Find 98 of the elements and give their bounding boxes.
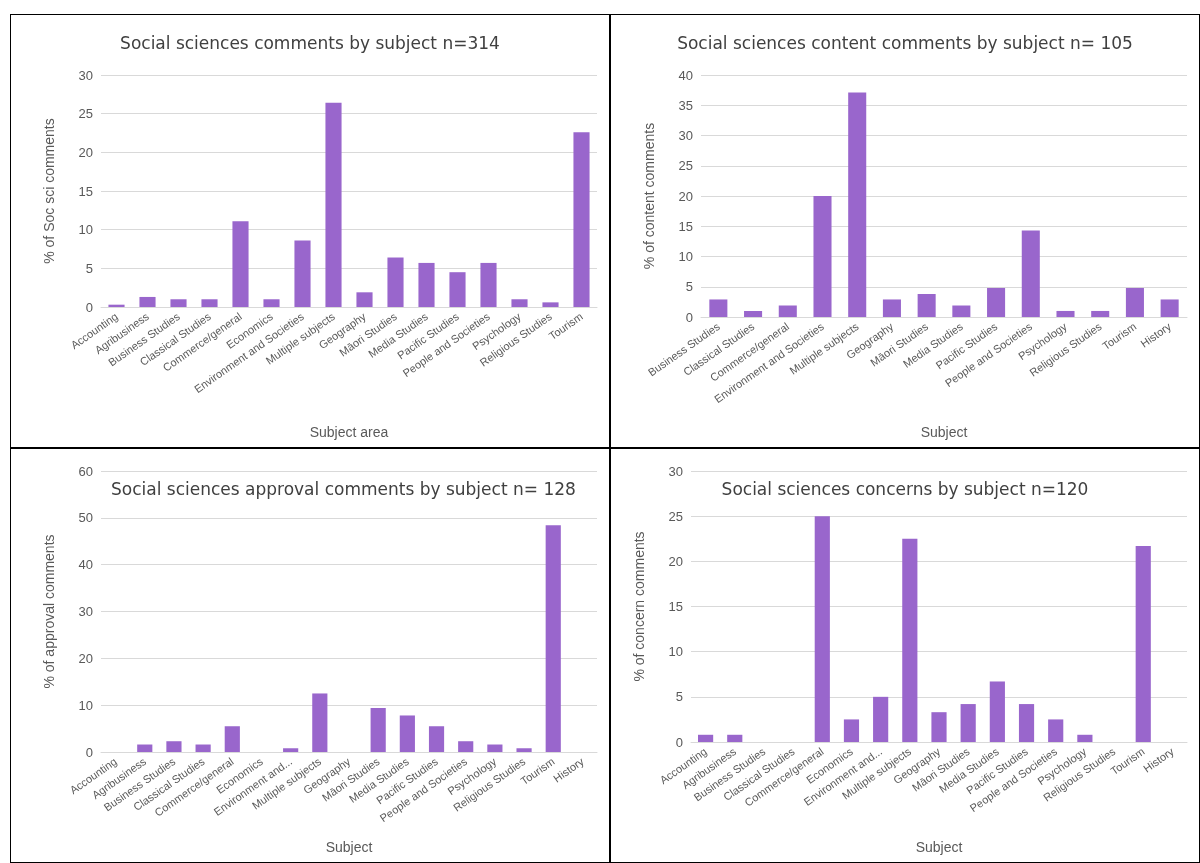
y-tick-label: 15 (78, 183, 93, 199)
bar (312, 693, 328, 752)
text: Social sciences concerns by subject n=120 (721, 478, 1089, 499)
bar (283, 748, 299, 752)
bar (542, 302, 559, 307)
y-tick-label: 25 (78, 106, 93, 122)
bar (449, 272, 466, 307)
bar (1048, 719, 1064, 742)
y-tick-label: 5 (685, 279, 693, 295)
y-tick-label: 10 (668, 644, 683, 660)
chart-title: Social sciences comments by subject n=314 (120, 32, 500, 53)
bar (931, 712, 947, 742)
y-axis-title: % of content comments (641, 122, 657, 270)
bar (727, 734, 743, 742)
y-tick-label: 0 (675, 734, 683, 750)
bar (1021, 230, 1040, 317)
bar (399, 715, 415, 752)
y-tick-label: 10 (678, 249, 693, 264)
bar (573, 132, 590, 307)
bar (1091, 310, 1110, 317)
bar (989, 681, 1005, 742)
bar (370, 707, 386, 752)
y-tick-label: 0 (85, 299, 93, 315)
y-tick-label: 20 (78, 144, 93, 160)
y-tick-label: 50 (78, 510, 93, 526)
bar (1018, 704, 1035, 742)
bar (698, 734, 714, 742)
bar (744, 310, 763, 317)
bar (458, 741, 474, 752)
bar (1056, 310, 1075, 317)
y-axis-title: % of concern comments (631, 531, 647, 682)
y-tick-label: 25 (678, 158, 693, 174)
bar (843, 719, 860, 742)
y-tick-label: 40 (678, 67, 693, 83)
y-axis-title: % of Soc sci comments (41, 118, 57, 264)
y-tick-label: 20 (668, 553, 683, 569)
bar (387, 257, 404, 307)
y-tick-label: 10 (78, 222, 93, 238)
bar (263, 299, 280, 307)
x-axis-title: Subject (325, 839, 373, 855)
bar (325, 102, 342, 307)
bar (778, 305, 797, 317)
chart-title: Social sciences content comments by subject n= 105 (677, 32, 1133, 53)
bar (294, 240, 311, 307)
bar (848, 92, 867, 317)
y-tick-label: 25 (668, 508, 683, 524)
x-axis-title: Subject area (309, 424, 389, 440)
y-tick-label: 0 (685, 309, 693, 325)
bar (487, 744, 503, 752)
bar (545, 525, 561, 752)
y-tick-label: 15 (678, 218, 693, 234)
bar (139, 296, 156, 307)
y-tick-label: 5 (675, 689, 683, 705)
bar (480, 262, 497, 307)
bar (166, 741, 182, 752)
bar (170, 299, 187, 307)
bar (814, 516, 830, 742)
y-tick-label: 30 (678, 128, 693, 143)
bar (709, 299, 728, 317)
y-tick-label: 10 (78, 697, 93, 713)
bar (108, 304, 125, 307)
bar (1160, 299, 1179, 317)
bar (1077, 734, 1093, 742)
bar (917, 294, 936, 317)
y-tick-label: 20 (678, 188, 693, 204)
x-axis-title: Subject (920, 424, 968, 440)
bar (1125, 287, 1144, 317)
y-tick-label: 20 (78, 650, 93, 666)
y-tick-label: 40 (78, 557, 93, 573)
bar (201, 299, 218, 307)
y-tick-label: 30 (668, 463, 683, 479)
y-tick-label: 15 (668, 599, 683, 614)
bar (516, 748, 532, 752)
bar (356, 292, 373, 307)
bar (813, 196, 832, 317)
text: Social sciences approval comments by subject n= 128 (111, 478, 576, 499)
x-axis-title: Subject (915, 839, 963, 855)
y-tick-label: 0 (85, 744, 93, 760)
bar (418, 262, 435, 307)
bar (224, 726, 240, 752)
y-tick-label: 30 (78, 67, 93, 83)
bar (952, 305, 971, 317)
bar (873, 696, 889, 742)
y-tick-label: 5 (85, 260, 93, 276)
bar (902, 538, 918, 742)
bar (1135, 545, 1151, 742)
bar (987, 287, 1006, 317)
y-tick-label: 60 (78, 463, 93, 479)
bar (195, 744, 211, 752)
bar (137, 744, 153, 752)
bar (232, 221, 249, 307)
y-axis-title: % of approval comments (41, 534, 57, 689)
bar (511, 299, 528, 307)
bar (960, 704, 976, 742)
bar (882, 299, 901, 317)
y-tick-label: 35 (678, 97, 693, 113)
y-tick-label: 30 (78, 604, 93, 619)
bar (428, 726, 445, 752)
